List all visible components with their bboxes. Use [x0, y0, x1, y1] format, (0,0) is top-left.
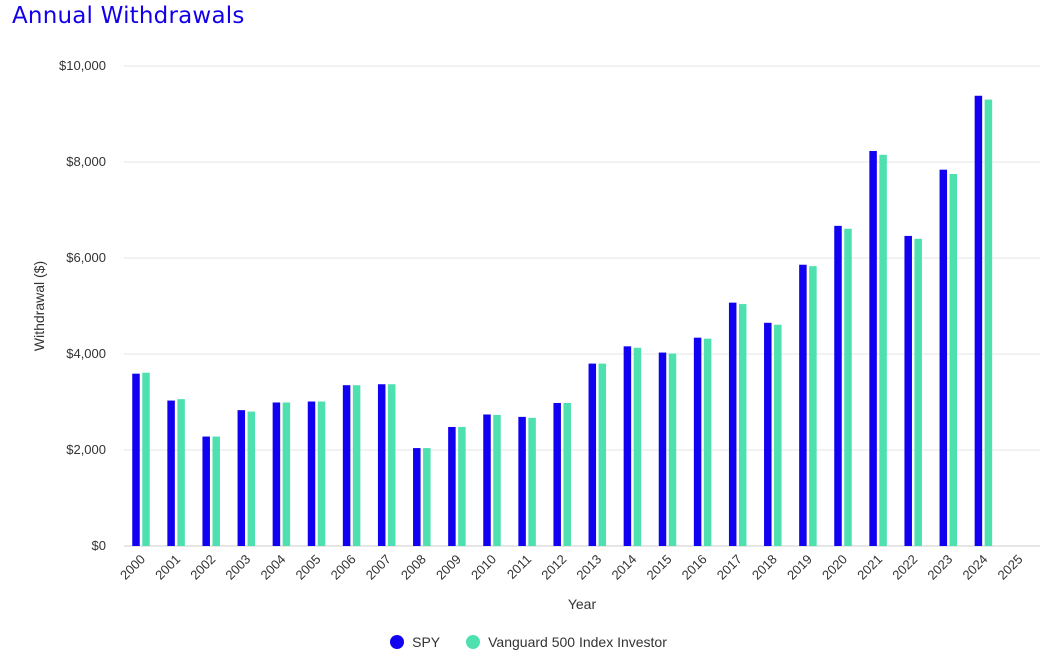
bar-spy-2008[interactable] [413, 448, 421, 546]
x-tick-label: 2013 [573, 552, 604, 583]
bar-spy-2024[interactable] [974, 95, 983, 546]
bar-spy-2019[interactable] [799, 264, 807, 546]
bar-vanguard-2014[interactable] [633, 347, 642, 546]
grid-lines [124, 65, 1040, 547]
x-tick-label: 2012 [538, 552, 569, 583]
x-axis-title: Year [568, 596, 597, 612]
x-axis-ticks: 2000 2001 2002 2003 2004 2005 2006 2007 2008 2009… [117, 552, 1026, 583]
bar-spy-2009[interactable] [448, 426, 456, 546]
y-tick-label: $4,000 [66, 346, 106, 361]
bar-spy-2006[interactable] [342, 385, 351, 546]
bar-spy-2018[interactable] [764, 322, 772, 546]
x-tick-label: 2015 [644, 552, 675, 583]
y-axis-title: Withdrawal ($) [31, 261, 47, 351]
x-tick-label: 2023 [924, 552, 955, 583]
x-tick-label: 2009 [433, 552, 464, 583]
bar-spy-2002[interactable] [202, 436, 210, 546]
x-tick-label: 2011 [504, 552, 534, 582]
legend: SPY Vanguard 500 Index Investor [0, 634, 1057, 650]
bar-vanguard-2016[interactable] [703, 338, 712, 546]
bar-spy-2014[interactable] [623, 346, 632, 546]
bar-spy-2015[interactable] [658, 352, 667, 546]
bar-vanguard-2021[interactable] [879, 154, 887, 547]
bar-vanguard-2015[interactable] [668, 353, 677, 546]
bars [132, 95, 993, 547]
x-tick-label: 2017 [714, 552, 745, 583]
legend-item-vanguard[interactable]: Vanguard 500 Index Investor [466, 634, 667, 650]
bar-chart: $0$2,000$4,000$6,000$8,000$10,000 2000 20… [31, 58, 1040, 612]
bar-vanguard-2023[interactable] [949, 174, 958, 546]
x-tick-label: 2022 [889, 552, 920, 583]
bar-spy-2007[interactable] [377, 384, 386, 546]
bar-spy-2013[interactable] [588, 363, 597, 546]
bar-spy-2022[interactable] [904, 235, 912, 547]
x-tick-label: 2019 [784, 552, 815, 583]
bar-vanguard-2008[interactable] [423, 448, 431, 546]
bar-vanguard-2005[interactable] [317, 401, 326, 546]
x-tick-label: 2007 [363, 552, 394, 583]
bar-spy-2005[interactable] [307, 401, 316, 546]
x-tick-label: 2024 [959, 552, 990, 583]
bar-vanguard-2004[interactable] [282, 402, 291, 546]
bar-spy-2017[interactable] [728, 302, 737, 546]
bar-vanguard-2024[interactable] [984, 99, 993, 546]
legend-swatch-vanguard [466, 635, 481, 649]
x-tick-label: 2025 [995, 552, 1026, 583]
bar-vanguard-2003[interactable] [247, 411, 256, 546]
x-tick-label: 2003 [222, 552, 253, 583]
x-tick-label: 2001 [152, 552, 183, 583]
x-tick-label: 2010 [468, 552, 499, 583]
bar-spy-2023[interactable] [939, 169, 948, 546]
legend-label-spy: SPY [412, 634, 441, 650]
bar-spy-2012[interactable] [553, 402, 561, 546]
x-tick-label: 2008 [398, 552, 429, 583]
bar-spy-2021[interactable] [869, 150, 877, 546]
bar-vanguard-2018[interactable] [774, 324, 782, 546]
bar-vanguard-2007[interactable] [387, 384, 396, 546]
bar-spy-2004[interactable] [272, 402, 281, 546]
y-tick-label: $10,000 [59, 58, 106, 73]
legend-swatch-spy [390, 635, 405, 649]
bar-vanguard-2017[interactable] [738, 304, 747, 546]
y-tick-label: $8,000 [66, 154, 106, 169]
bar-vanguard-2010[interactable] [493, 414, 501, 546]
chart-title: Annual Withdrawals [12, 3, 245, 29]
x-tick-label: 2018 [749, 552, 780, 583]
x-tick-label: 2002 [187, 552, 218, 583]
bar-vanguard-2013[interactable] [598, 363, 607, 546]
bar-vanguard-2006[interactable] [352, 385, 361, 546]
x-tick-label: 2020 [819, 552, 850, 583]
bar-spy-2020[interactable] [834, 225, 842, 546]
bar-spy-2001[interactable] [167, 400, 175, 546]
x-tick-label: 2014 [608, 552, 639, 583]
bar-vanguard-2019[interactable] [809, 266, 817, 546]
bar-spy-2003[interactable] [237, 410, 246, 546]
bar-vanguard-2011[interactable] [528, 417, 536, 546]
bar-vanguard-2001[interactable] [177, 399, 185, 546]
x-tick-label: 2006 [328, 552, 359, 583]
bar-vanguard-2020[interactable] [844, 228, 852, 546]
legend-item-spy[interactable]: SPY [390, 634, 440, 650]
x-tick-label: 2005 [293, 552, 324, 583]
x-tick-label: 2004 [257, 552, 288, 583]
y-tick-label: $2,000 [66, 442, 106, 457]
y-tick-label: $0 [92, 538, 106, 553]
bar-vanguard-2002[interactable] [212, 436, 220, 546]
bar-vanguard-2000[interactable] [142, 372, 150, 546]
bar-vanguard-2009[interactable] [458, 426, 466, 546]
bar-spy-2010[interactable] [483, 414, 491, 546]
y-tick-label: $6,000 [66, 250, 106, 265]
bar-spy-2016[interactable] [693, 337, 702, 546]
bar-vanguard-2022[interactable] [914, 238, 922, 547]
x-tick-label: 2016 [679, 552, 710, 583]
x-tick-label: 2021 [854, 552, 885, 583]
bar-spy-2000[interactable] [132, 373, 140, 546]
bar-spy-2011[interactable] [518, 416, 526, 546]
y-axis-ticks: $0 $2,000 $4,000 $6,000 $8,000 $10,000 [59, 58, 106, 553]
legend-label-vanguard: Vanguard 500 Index Investor [488, 634, 667, 650]
x-tick-label: 2000 [117, 552, 148, 583]
bar-vanguard-2012[interactable] [563, 402, 571, 546]
